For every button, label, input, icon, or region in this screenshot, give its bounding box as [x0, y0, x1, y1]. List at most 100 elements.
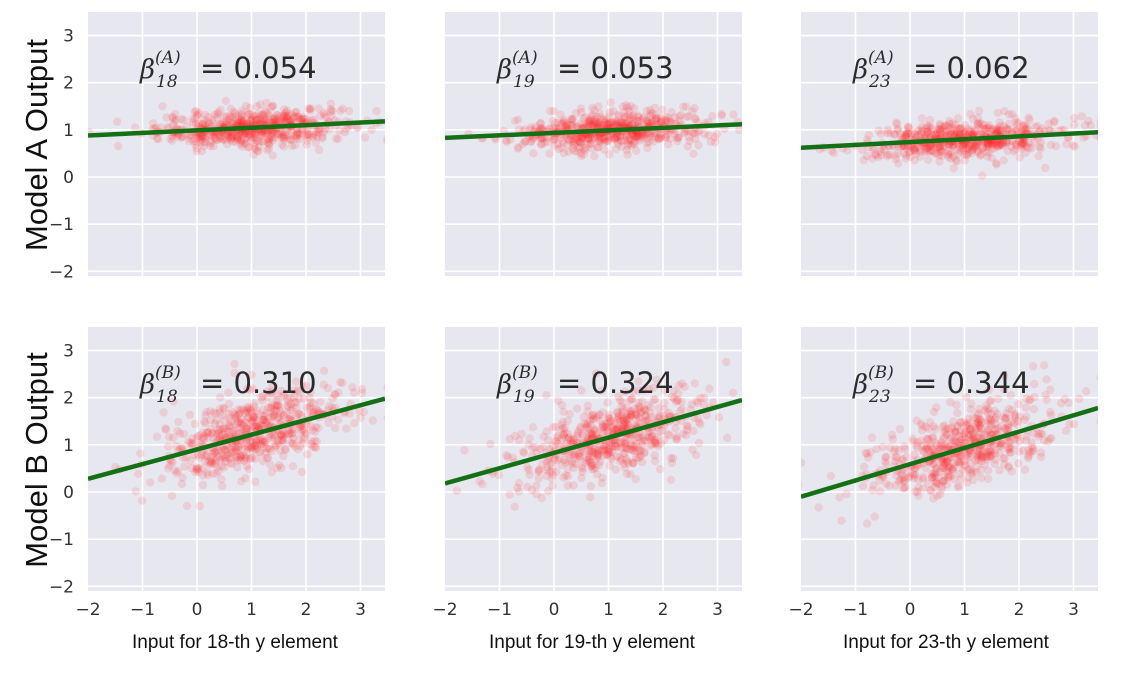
scatter-point [263, 134, 273, 144]
scatter-point [950, 436, 959, 446]
scatter-point [590, 444, 599, 454]
scatter-point [302, 403, 312, 412]
scatter-point [942, 465, 951, 474]
scatter-point [931, 468, 940, 477]
scatter-point [593, 143, 602, 152]
scatter-point [977, 424, 986, 433]
scatter-point [1020, 136, 1029, 145]
scatter-point [722, 357, 731, 367]
scatter-point [256, 131, 266, 140]
scatter-point [589, 448, 599, 457]
y-tick-label: −2 [49, 262, 74, 282]
scatter-point [251, 477, 260, 486]
scatter-point [198, 119, 208, 128]
scatter-point [645, 428, 654, 437]
scatter-point [258, 396, 267, 405]
scatter-point [560, 428, 570, 438]
scatter-point [261, 117, 271, 127]
scatter-point [283, 394, 292, 403]
scatter-point [669, 386, 678, 396]
scatter-point [218, 404, 228, 413]
scatter-point [526, 123, 535, 132]
scatter-point [1004, 404, 1013, 414]
y-tick-label: 2 [63, 74, 74, 94]
scatter-point [898, 454, 907, 464]
scatter-point [955, 147, 965, 156]
scatter-point [605, 441, 614, 450]
scatter-point [546, 106, 555, 116]
scatter-point [656, 427, 665, 436]
scatter-point [973, 119, 982, 128]
scatter-point [1019, 125, 1029, 134]
scatter-point [904, 124, 913, 133]
scatter-point [244, 109, 254, 119]
gridlines [801, 12, 1098, 276]
scatter-point [710, 133, 720, 142]
scatter-point [293, 112, 303, 122]
scatter-point [216, 132, 225, 141]
scatter-point [335, 126, 344, 135]
scatter-point [609, 120, 619, 129]
scatter-point [284, 135, 294, 144]
scatter-point [251, 454, 260, 463]
scatter-point [997, 439, 1007, 449]
scatter-point [636, 446, 645, 455]
scatter-point [218, 135, 228, 144]
scatter-point [159, 408, 168, 417]
scatter-point [1019, 138, 1028, 148]
scatter-point [265, 140, 274, 149]
scatter-point [248, 422, 258, 432]
scatter-point [226, 134, 235, 144]
scatter-point [922, 144, 932, 153]
scatter-point [293, 134, 302, 143]
scatter-point [211, 409, 220, 418]
scatter-point [1096, 374, 1098, 381]
scatter-point [995, 140, 1005, 149]
scatter-point [966, 431, 975, 440]
scatter-point [523, 463, 532, 472]
scatter-point [278, 128, 287, 137]
scatter-point [656, 133, 665, 142]
scatter-point [909, 142, 918, 151]
scatter-point [668, 454, 678, 463]
scatter-point [207, 458, 217, 467]
scatter-point [992, 124, 1001, 133]
scatter-point [676, 110, 686, 120]
scatter-point [235, 424, 244, 433]
scatter-point [215, 393, 225, 402]
scatter-point [876, 150, 886, 160]
scatter-point [223, 130, 232, 139]
scatter-point [990, 415, 1000, 424]
scatter-point [234, 445, 243, 455]
scatter-point [201, 138, 210, 147]
scatter-point [665, 134, 675, 143]
x-tick-label: −2 [75, 600, 100, 620]
scatter-point [256, 420, 265, 430]
scatter-point [1006, 448, 1015, 457]
scatter-point [228, 429, 237, 438]
scatter-point [559, 118, 568, 127]
scatter-point [292, 130, 302, 140]
scatter-point [982, 401, 991, 410]
scatter-point [290, 398, 299, 407]
scatter-point [952, 145, 962, 154]
scatter-point [513, 483, 522, 493]
scatter-point [924, 424, 933, 433]
scatter-point [964, 144, 973, 153]
scatter-point [1012, 433, 1022, 442]
scatter-point [604, 132, 614, 141]
scatter-point [646, 111, 655, 120]
scatter-point [612, 133, 621, 142]
scatter-point [690, 103, 699, 113]
scatter-point [622, 130, 631, 140]
scatter-point [277, 436, 286, 445]
scatter-point [992, 159, 1001, 168]
scatter-point [1036, 138, 1046, 147]
scatter-point [1020, 415, 1029, 425]
scatter-point [1004, 110, 1014, 119]
scatter-point [987, 140, 996, 149]
scatter-point [612, 425, 621, 434]
scatter-point [654, 404, 664, 413]
scatter-point [254, 422, 263, 431]
scatter-point [600, 118, 609, 128]
